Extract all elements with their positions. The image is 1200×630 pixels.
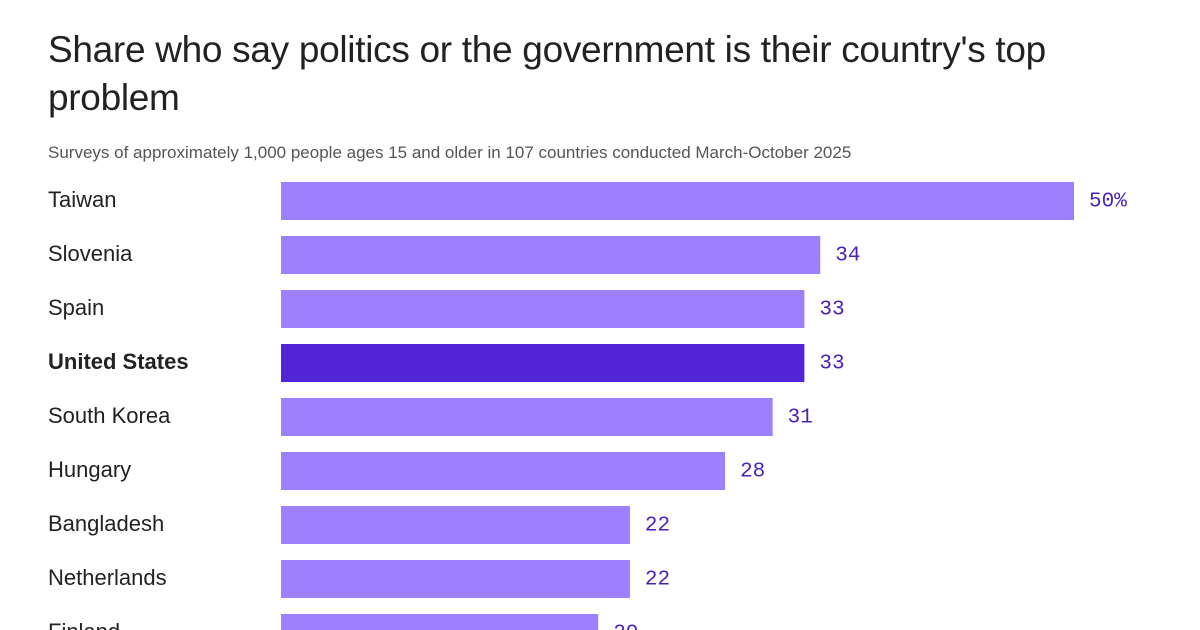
bar: [281, 398, 773, 436]
category-label: Spain: [48, 295, 104, 320]
value-label: 31: [788, 407, 813, 430]
category-label: Hungary: [48, 457, 131, 482]
value-label: 33: [819, 299, 844, 322]
category-label: Slovenia: [48, 241, 133, 266]
bar: [281, 344, 805, 382]
category-label: Netherlands: [48, 565, 167, 590]
value-label: 34: [835, 245, 860, 268]
bar: [281, 452, 726, 490]
bar: [281, 236, 821, 274]
category-label: Bangladesh: [48, 511, 164, 536]
bar: [281, 560, 630, 598]
bar: [281, 506, 630, 544]
chart-title: Share who say politics or the government…: [48, 29, 1046, 118]
category-label: Taiwan: [48, 187, 116, 212]
value-label: 22: [645, 569, 670, 592]
value-label: 50%: [1089, 191, 1127, 214]
value-label: 22: [645, 515, 670, 538]
category-label: United States: [48, 349, 189, 374]
bar: [281, 614, 599, 630]
chart-subtitle: Surveys of approximately 1,000 people ag…: [48, 143, 852, 162]
category-label: South Korea: [48, 403, 171, 428]
bar: [281, 182, 1074, 220]
bar: [281, 290, 805, 328]
value-label: 28: [740, 461, 765, 484]
category-label: Finland: [48, 619, 120, 630]
value-label: 20: [613, 623, 638, 630]
value-label: 33: [819, 353, 844, 376]
